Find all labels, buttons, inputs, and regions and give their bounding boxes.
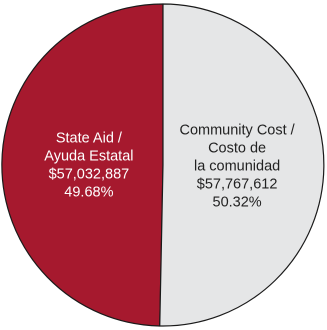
slice-2-amount: $57,767,612 <box>197 177 278 193</box>
slice-2-percent: 50.32% <box>213 195 262 211</box>
pie-slice-1 <box>2 4 163 326</box>
slice-1-amount: $57,032,887 <box>49 166 130 182</box>
slice-2-label-line-2: Costo de <box>208 141 266 157</box>
slice-2-label-line-3: la comunidad <box>194 159 280 175</box>
slice-1-label-line-1: State Aid / <box>56 130 123 146</box>
slice-1-percent: 49.68% <box>64 184 113 200</box>
slice-1-label-line-2: Ayuda Estatal <box>44 148 133 164</box>
slice-2-label-line-1: Community Cost / <box>179 123 295 139</box>
